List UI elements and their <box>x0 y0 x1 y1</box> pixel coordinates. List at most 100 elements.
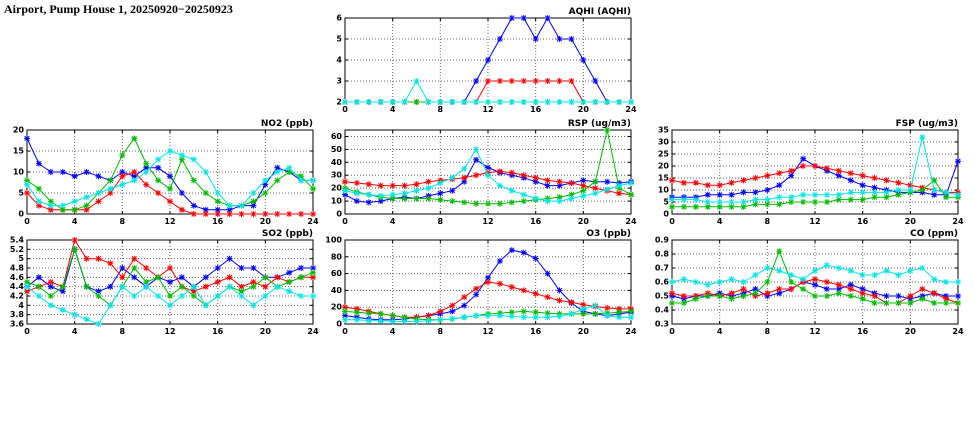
y-tick-label: 4 <box>18 301 24 310</box>
chart-co: 0 4 8 12 16 20 24 0.3 0.4 0.5 0.6 0.7 0.8 0.9 CO (ppm) <box>646 226 964 338</box>
y-tick-label: 0 <box>663 210 669 219</box>
x-tick-label: 16 <box>212 217 224 226</box>
y-tick-label: 3.8 <box>10 310 25 319</box>
chart-no2: 0 4 8 12 16 20 24 0 5 10 15 20 NO2 (ppb) <box>1 116 319 228</box>
chart-o3: 0 4 8 12 16 20 24 0 20 40 60 80 100 O3 (ppb) <box>319 226 637 338</box>
page-title: Airport, Pump House 1, 20250920−20250923 <box>4 2 233 16</box>
fsp-series-green-markers <box>669 177 961 210</box>
y-tick-label: 4.2 <box>10 292 24 301</box>
x-tick-label: 0 <box>342 105 348 114</box>
co-series-green-markers <box>669 248 961 306</box>
y-tick-label: 20 <box>331 303 343 312</box>
x-tick-label: 20 <box>260 327 272 336</box>
x-tick-label: 20 <box>578 217 590 226</box>
y-tick-label: 5.2 <box>10 245 24 254</box>
no2-series-red-markers <box>24 169 316 217</box>
y-tick-label: 4.8 <box>10 264 25 273</box>
so2-series-cyan-markers <box>24 283 316 327</box>
x-tick-label: 12 <box>482 105 493 114</box>
x-tick-label: 16 <box>212 327 224 336</box>
x-tick-label: 0 <box>342 217 348 226</box>
y-tick-label: 0.6 <box>655 278 670 287</box>
x-tick-label: 8 <box>120 327 126 336</box>
y-tick-label: 0.5 <box>655 292 670 301</box>
x-tick-label: 16 <box>530 327 542 336</box>
o3-series-cyan-markers <box>342 302 634 325</box>
x-tick-label: 16 <box>857 217 869 226</box>
o3-plot: 0 4 8 12 16 20 24 0 20 40 60 80 100 O3 (ppb) <box>325 229 637 336</box>
aqhi-series-cyan-markers <box>342 78 634 105</box>
fsp-plot: 0 4 8 12 16 20 24 0 5 10 15 20 25 30 35 FSP (ug/m3) <box>658 119 964 226</box>
y-tick-label: 30 <box>658 138 670 147</box>
y-tick-label: 15 <box>13 147 25 156</box>
y-tick-label: 80 <box>331 252 343 261</box>
y-tick-label: 0 <box>336 210 342 219</box>
chart-title: RSP (ug/m3) <box>568 119 631 129</box>
y-tick-label: 40 <box>331 158 343 167</box>
y-tick-label: 0 <box>18 210 24 219</box>
y-tick-label: 4 <box>336 56 342 65</box>
y-tick-label: 4.6 <box>10 273 25 282</box>
x-tick-label: 8 <box>765 217 771 226</box>
y-tick-label: 35 <box>658 126 670 135</box>
y-tick-label: 0.3 <box>655 320 669 329</box>
y-tick-label: 0 <box>336 320 342 329</box>
x-tick-label: 24 <box>625 327 637 336</box>
x-tick-label: 4 <box>390 217 396 226</box>
fsp-series-cyan-markers <box>669 134 961 205</box>
x-tick-label: 4 <box>390 327 396 336</box>
x-tick-label: 8 <box>438 327 444 336</box>
chart-title: SO2 (ppb) <box>262 229 313 239</box>
x-tick-label: 4 <box>717 217 723 226</box>
x-tick-label: 4 <box>390 105 396 114</box>
co-plot: 0 4 8 12 16 20 24 0.3 0.4 0.5 0.6 0.7 0.8 0.9 CO (ppm) <box>655 229 964 336</box>
x-tick-label: 4 <box>72 327 78 336</box>
y-tick-label: 5 <box>18 254 24 263</box>
y-tick-label: 3 <box>336 77 342 86</box>
y-tick-label: 0.7 <box>655 264 669 273</box>
y-tick-label: 10 <box>13 168 25 177</box>
y-tick-label: 60 <box>331 269 343 278</box>
no2-series-cyan-markers <box>24 148 316 209</box>
y-tick-label: 15 <box>658 174 670 183</box>
x-tick-label: 0 <box>342 327 348 336</box>
y-tick-label: 0.8 <box>655 250 670 259</box>
x-tick-label: 8 <box>120 217 126 226</box>
rsp-plot: 0 4 8 12 16 20 24 0 10 20 30 40 50 60 RSP (ug/m3) <box>331 119 637 226</box>
x-tick-label: 24 <box>952 217 964 226</box>
x-tick-label: 0 <box>669 217 675 226</box>
y-tick-label: 2 <box>336 98 342 107</box>
x-tick-label: 8 <box>438 105 444 114</box>
y-tick-label: 6 <box>336 14 342 23</box>
x-tick-label: 12 <box>809 327 820 336</box>
y-tick-label: 0.4 <box>655 306 670 315</box>
x-tick-label: 24 <box>307 217 319 226</box>
y-tick-label: 100 <box>325 236 342 245</box>
y-tick-label: 5 <box>663 198 669 207</box>
x-tick-label: 4 <box>72 217 78 226</box>
x-tick-label: 16 <box>857 327 869 336</box>
x-tick-label: 0 <box>24 327 30 336</box>
x-tick-label: 20 <box>905 217 917 226</box>
x-tick-label: 8 <box>765 327 771 336</box>
chart-title: FSP (ug/m3) <box>896 119 958 129</box>
x-tick-label: 24 <box>952 327 964 336</box>
y-tick-label: 10 <box>331 197 343 206</box>
chart-title: O3 (ppb) <box>586 229 631 239</box>
y-tick-label: 10 <box>658 186 670 195</box>
chart-fsp: 0 4 8 12 16 20 24 0 5 10 15 20 25 30 35 FSP (ug/m3) <box>646 116 964 228</box>
y-tick-label: 20 <box>331 184 343 193</box>
co-series-cyan-markers <box>669 262 961 288</box>
so2-plot: 0 4 8 12 16 20 243.63.844.24.44.64.855.25.4SO2… <box>10 229 319 336</box>
chart-aqhi: 0 4 8 12 16 20 24 2 3 4 5 6 AQHI (AQHI) <box>319 4 637 116</box>
x-tick-label: 12 <box>164 327 175 336</box>
x-tick-label: 12 <box>482 327 493 336</box>
x-tick-label: 0 <box>24 217 30 226</box>
x-tick-label: 20 <box>578 105 590 114</box>
y-tick-label: 40 <box>331 286 343 295</box>
chart-title: NO2 (ppb) <box>261 119 313 129</box>
aqhi-plot: 0 4 8 12 16 20 24 2 3 4 5 6 AQHI (AQHI) <box>336 7 637 114</box>
x-tick-label: 16 <box>530 217 542 226</box>
y-tick-label: 0.9 <box>655 236 670 245</box>
y-tick-label: 5 <box>18 189 24 198</box>
